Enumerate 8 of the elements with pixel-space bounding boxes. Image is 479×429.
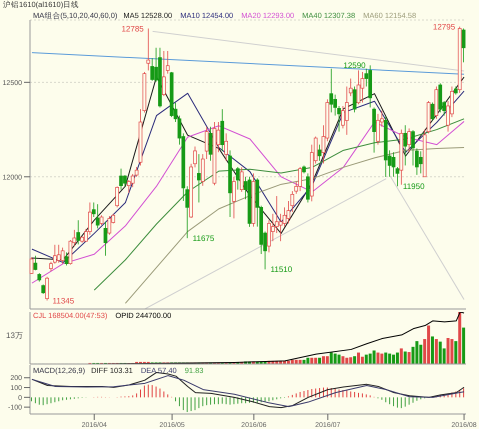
annotation: 11950 (402, 182, 426, 192)
annotation: 12795 (432, 22, 456, 32)
annotation: 11675 (192, 234, 215, 244)
annotation: 11510 (270, 265, 293, 274)
annotation: 12785 (121, 24, 144, 34)
annotation: 12590 (343, 61, 366, 70)
text: 13万 (6, 330, 23, 340)
annotation: 11345 (52, 296, 75, 306)
